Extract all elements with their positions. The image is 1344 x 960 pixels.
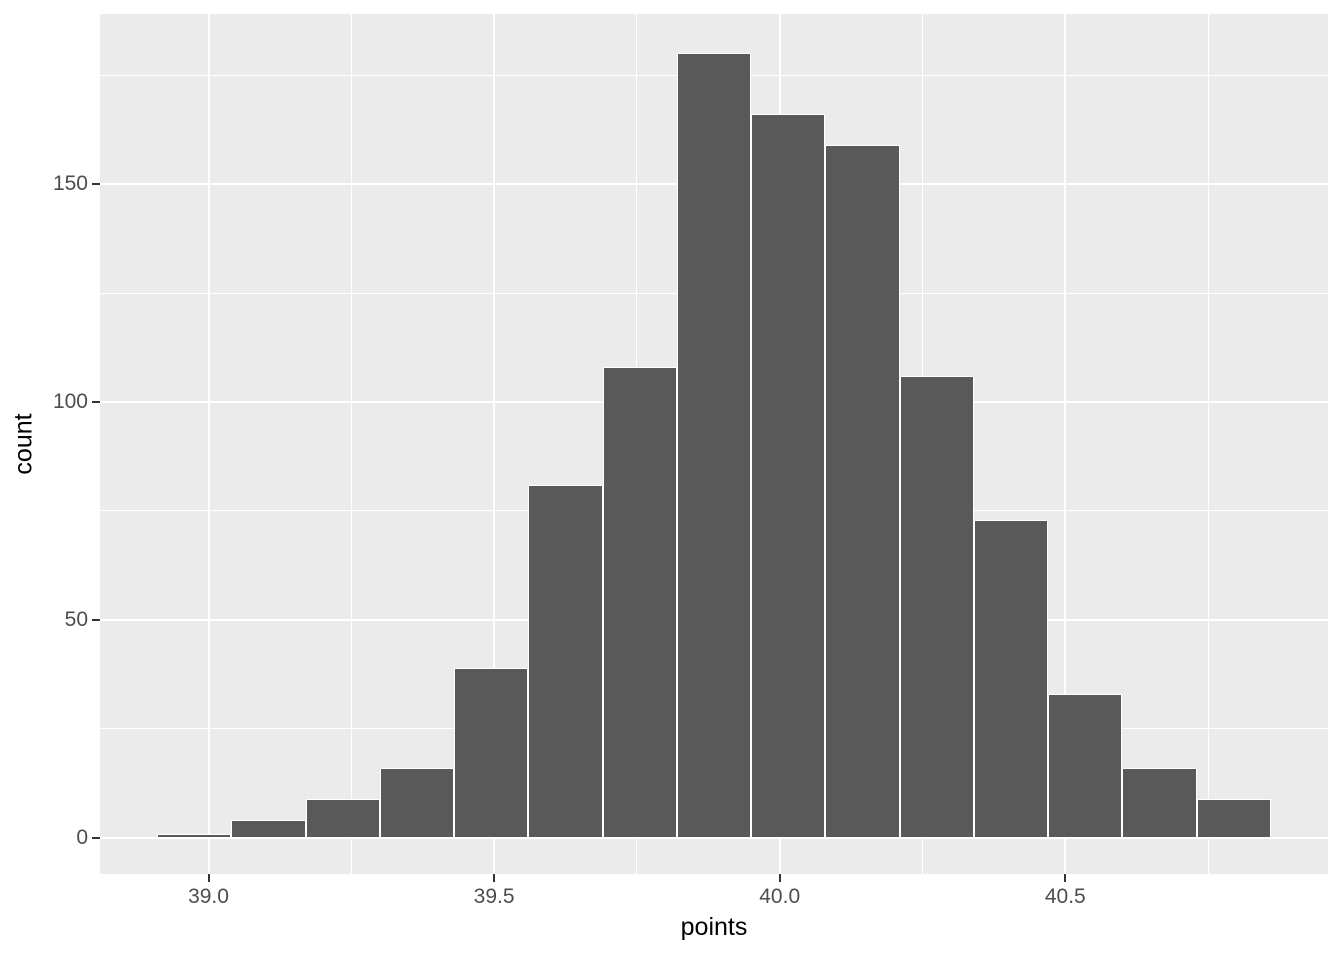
histogram-bar — [454, 667, 529, 838]
histogram-bar — [157, 833, 232, 838]
histogram-bar — [1048, 694, 1123, 838]
bars-layer — [100, 14, 1328, 874]
x-tick-mark — [778, 874, 781, 882]
histogram-bar — [825, 144, 900, 838]
y-tick-label: 0 — [76, 825, 88, 849]
histogram-bar — [379, 768, 455, 838]
x-tick-mark — [207, 874, 210, 882]
x-axis-title: points — [680, 913, 748, 941]
gridline-major-y — [100, 836, 1328, 839]
gridline-major-x — [493, 14, 496, 874]
gridline-major-x — [1064, 14, 1067, 874]
histogram-bar — [1122, 768, 1197, 838]
x-tick-label: 40.5 — [1044, 885, 1086, 908]
histogram-bar — [751, 114, 826, 838]
y-axis-title: count — [9, 413, 38, 475]
histogram-bar — [899, 375, 974, 838]
x-tick-mark — [493, 874, 496, 882]
histogram-bar — [602, 367, 677, 838]
gridline-minor-x — [350, 14, 352, 874]
x-tick-label: 40.0 — [759, 885, 801, 908]
y-tick-label: 100 — [52, 389, 88, 413]
histogram-bar — [528, 484, 603, 838]
gridline-minor-x — [1207, 14, 1209, 874]
gridline-major-x — [207, 14, 210, 874]
y-tick-mark — [92, 400, 100, 403]
y-tick-mark — [92, 618, 100, 621]
x-tick-label: 39.0 — [188, 885, 229, 908]
histogram-bar — [1196, 798, 1271, 838]
y-tick-mark — [92, 183, 100, 185]
y-tick-label: 50 — [64, 607, 88, 631]
histogram-bar — [973, 519, 1049, 838]
histogram-bar — [305, 798, 380, 838]
x-tick-mark — [1064, 874, 1067, 882]
y-tick-label: 150 — [52, 172, 88, 195]
x-tick-label: 39.5 — [473, 885, 515, 908]
histogram-bar — [676, 53, 752, 838]
histogram-bar — [231, 820, 306, 838]
y-tick-mark — [92, 836, 100, 839]
plot-panel — [100, 14, 1328, 874]
